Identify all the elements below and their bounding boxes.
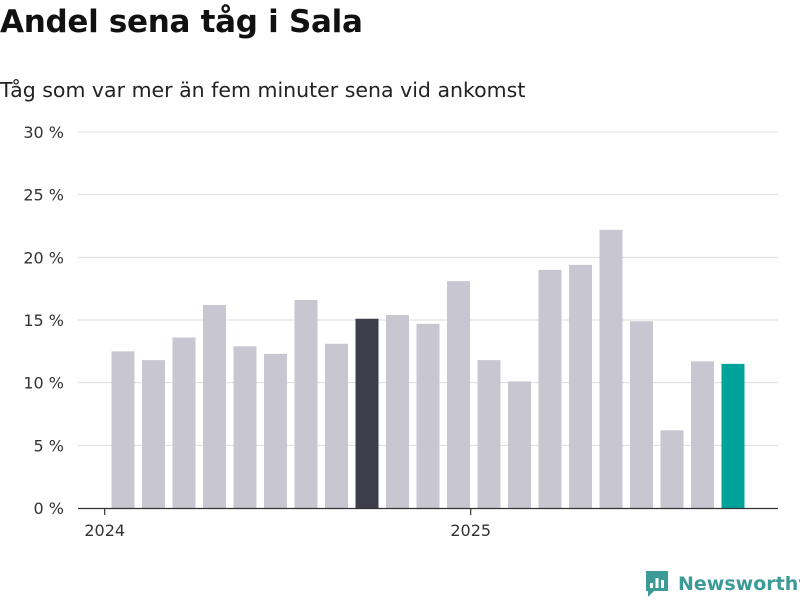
- bar-2025-04: [569, 264, 592, 508]
- bar-2025-01: [477, 360, 501, 508]
- y-tick-label: 10 %: [23, 374, 64, 393]
- x-axis-ticks: 2024 2025: [84, 508, 491, 540]
- bar-2024-12: [447, 281, 470, 508]
- bar-chart: 0 % 5 % 10 % 15 % 20 % 25 % 30 % 2024 2025: [23, 123, 778, 540]
- brand-name: Newsworthy: [678, 573, 800, 595]
- bar-2024-04: [203, 304, 226, 508]
- bar-2024-11: [416, 323, 440, 508]
- bar-2024-03: [172, 337, 196, 508]
- bar-2024-02: [142, 360, 165, 508]
- bar-2024-08: [325, 343, 348, 508]
- y-tick-label: 5 %: [34, 436, 64, 455]
- y-tick-label: 0 %: [34, 499, 64, 518]
- bar-2024-09: [355, 318, 379, 508]
- bar-2025-09: [721, 363, 745, 508]
- x-tick-label: 2024: [84, 521, 125, 540]
- newsworthy-logo-icon: [646, 571, 668, 597]
- bars: [111, 229, 745, 508]
- bar-2025-06: [630, 321, 653, 508]
- bar-2025-05: [599, 229, 623, 508]
- bar-2024-10: [386, 314, 409, 508]
- bar-2025-07: [660, 430, 684, 508]
- chart-title: Andel sena tåg i Sala: [0, 4, 363, 40]
- y-tick-label: 15 %: [23, 311, 64, 330]
- bar-2025-02: [508, 381, 531, 508]
- y-tick-label: 25 %: [23, 186, 64, 205]
- bar-2024-06: [264, 353, 287, 508]
- y-tick-label: 30 %: [23, 123, 64, 142]
- bar-2024-07: [294, 299, 318, 508]
- x-tick-label: 2025: [450, 521, 491, 540]
- y-axis-ticks: 0 % 5 % 10 % 15 % 20 % 25 % 30 %: [23, 123, 64, 518]
- bar-2024-01: [111, 351, 135, 508]
- bar-2025-08: [691, 361, 714, 508]
- newsworthy-brand: Newsworthy: [644, 568, 800, 600]
- bar-2025-03: [538, 269, 562, 508]
- chart-subtitle: Tåg som var mer än fem minuter sena vid …: [0, 78, 526, 102]
- y-tick-label: 20 %: [23, 248, 64, 267]
- bar-2024-05: [233, 346, 257, 508]
